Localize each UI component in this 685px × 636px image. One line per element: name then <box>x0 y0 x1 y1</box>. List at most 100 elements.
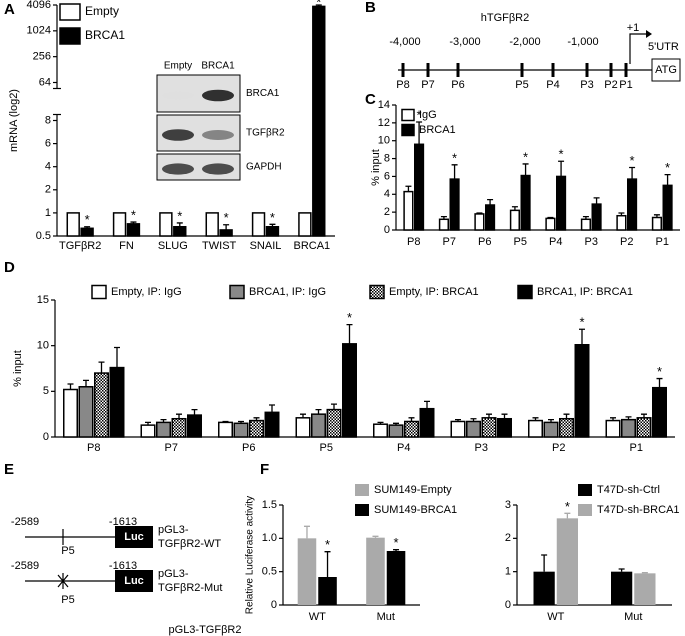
bar <box>159 212 173 237</box>
error-bar <box>579 328 585 345</box>
error-bar <box>563 413 570 419</box>
significance-mark: * <box>347 310 352 325</box>
error-bar <box>223 224 230 230</box>
y-axis-label: % input <box>370 149 382 186</box>
error-bar <box>470 418 477 422</box>
x-tick-label: P2 <box>620 236 633 248</box>
bar <box>528 419 543 438</box>
error-bar <box>511 206 518 211</box>
x-tick-label: P3 <box>585 236 598 248</box>
x-tick-label: P1 <box>630 442 643 454</box>
y-tick-label: 4 <box>384 188 390 200</box>
significance-mark: * <box>657 364 662 379</box>
scale-label: -2,000 <box>509 36 540 48</box>
bar <box>545 217 556 231</box>
scale-label: -3,000 <box>449 36 480 48</box>
error-bar <box>618 212 625 216</box>
region-label: P2 <box>604 79 617 91</box>
error-bar <box>522 163 529 176</box>
mutation-mark <box>57 573 69 589</box>
x-tick-label: SLUG <box>158 240 188 252</box>
significance-mark: * <box>131 207 136 222</box>
construct-label: pGL3- <box>158 568 189 580</box>
tss-arrow <box>629 33 650 64</box>
bar <box>205 212 219 237</box>
y-tick-label: 6 <box>45 138 51 150</box>
error-bar <box>303 525 310 539</box>
bar <box>403 190 414 231</box>
blot-band <box>162 163 194 175</box>
x-tick-label: WT <box>547 611 564 623</box>
error-bar <box>408 417 415 422</box>
bar <box>109 366 125 438</box>
error-bar <box>486 413 492 418</box>
error-bar <box>145 421 151 426</box>
significance-mark: * <box>177 208 182 223</box>
error-bar <box>191 408 198 416</box>
region-label: P8 <box>396 79 409 91</box>
significance-mark: * <box>325 537 330 552</box>
x-tick-label: P7 <box>443 236 456 248</box>
y-tick-label: 0 <box>384 224 390 236</box>
error-bar <box>98 361 105 374</box>
x-tick-label: TGFβR2 <box>59 240 101 252</box>
significance-mark: * <box>452 150 457 165</box>
y-axis-label: mRNA (log2) <box>8 89 20 152</box>
error-bar <box>416 121 423 145</box>
error-bar <box>405 185 412 192</box>
x-tick-label: P8 <box>87 442 100 454</box>
atg-box <box>651 58 681 82</box>
x-tick-label: FN <box>119 240 134 252</box>
legend-label: BRCA1, IP: IgG <box>249 286 326 298</box>
significance-mark: * <box>85 212 90 227</box>
y-tick-label: 3 <box>505 499 511 511</box>
y-tick-label: 12 <box>378 117 390 129</box>
error-bar <box>130 221 137 224</box>
error-bar <box>269 404 275 413</box>
legend-label: T47D-sh-BRCA1 <box>597 504 680 516</box>
blot-band <box>162 91 194 100</box>
error-bar <box>625 416 632 420</box>
x-tick-label: P5 <box>514 236 527 248</box>
legend-swatch <box>401 108 415 122</box>
bar <box>80 227 94 237</box>
legend-label: Empty, IP: IgG <box>111 286 182 298</box>
luc-label: Luc <box>124 575 144 587</box>
region-mark <box>551 63 555 77</box>
x-tick-label: BRCA1 <box>293 240 330 252</box>
y-tick-label: 6 <box>384 170 390 182</box>
bar <box>497 417 512 438</box>
bar <box>556 518 578 605</box>
bar <box>414 143 425 231</box>
construct-label: pGL3- <box>158 524 189 536</box>
region-mark <box>520 63 524 77</box>
error-bar <box>451 164 458 180</box>
blot-band <box>162 129 194 141</box>
bar <box>298 212 312 237</box>
region-label: P5 <box>515 79 528 91</box>
bar <box>78 386 94 438</box>
y-axis-label: Relative Luciferase activity <box>245 496 256 614</box>
significance-mark: * <box>270 210 275 225</box>
blot-row-label: GAPDH <box>246 162 282 173</box>
error-bar <box>664 173 671 186</box>
bar <box>652 386 667 438</box>
bar <box>466 420 481 438</box>
error-bar <box>424 400 430 409</box>
error-bar <box>547 216 554 219</box>
bar <box>219 229 233 237</box>
bar <box>265 225 280 237</box>
error-bar <box>532 417 539 421</box>
bar <box>419 407 435 438</box>
error-bar <box>114 346 120 368</box>
y-tick-label: 0 <box>505 599 511 611</box>
y-tick-label: 15 <box>37 294 49 306</box>
error-bar <box>176 222 183 227</box>
x-tick-label: P5 <box>320 442 333 454</box>
bar <box>616 214 627 231</box>
error-bar <box>393 549 400 551</box>
bar <box>66 212 80 237</box>
error-bar <box>582 215 589 220</box>
error-bar <box>393 422 399 426</box>
blot-band <box>202 163 234 175</box>
